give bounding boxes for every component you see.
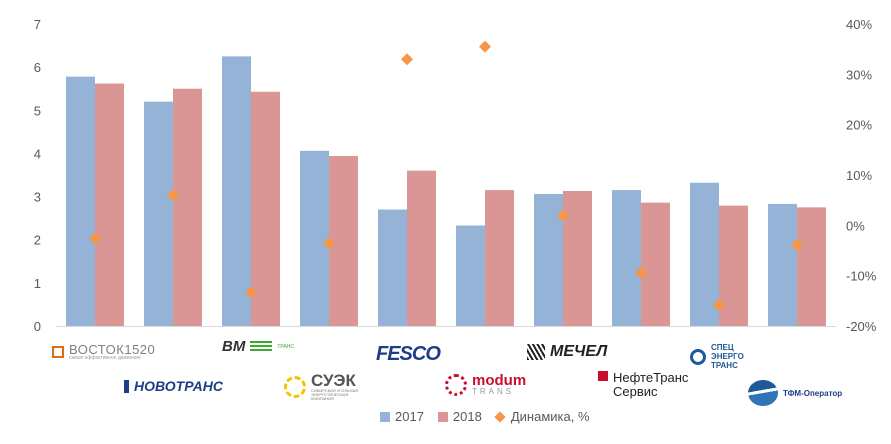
left-axis-tick-label: 7 [34,17,41,32]
legend-label-2017: 2017 [395,409,424,424]
bar-2018 [485,190,514,326]
legend-label-2018: 2018 [452,409,482,424]
logo-modum-trans: modum TRANS [445,373,526,396]
vostok-mark-icon [52,346,64,358]
modum-wheel-icon [445,373,467,396]
neftetransservis-mark-icon [598,371,608,381]
bar-2018 [95,83,124,326]
dynamics-point [557,209,569,222]
logo-mechel: МЕЧЕЛ [527,343,607,361]
right-axis-tick-label: 20% [846,118,872,133]
specenergotrans-mark-icon [690,348,706,365]
dynamics-point [323,236,335,249]
mechel-logo-text: МЕЧЕЛ [550,343,608,360]
bar-2017 [456,225,485,326]
bar-2018 [563,190,592,326]
specenergotrans-logo-text: СПЕЦ ЭНЕРГО ТРАНС [711,343,744,370]
left-axis-tick-label: 0 [34,319,41,334]
suek-logo-subtitle: СИБИРСКАЯ УГОЛЬНАЯ ЭНЕРГЕТИЧЕСКАЯ КОМПАН… [311,388,359,401]
dynamics-point [479,40,491,53]
vm-logo-subtitle: ТРАНС [277,343,294,350]
logo-neftetransservis: НефтеТранс Сервис [598,371,688,398]
suek-logo-text: СУЭК [311,371,356,390]
mechel-mark-icon [527,344,545,360]
bar-2017 [300,150,329,326]
vm-logo-text: ВМ [222,338,246,355]
tfm-logo-text: ТФМ-Оператор [783,388,843,398]
modum-logo-text: modum [472,372,527,389]
left-axis-tick-label: 4 [34,146,41,161]
fesco-logo-text: FESCO [376,343,441,365]
bar-2018 [251,91,280,326]
bar-2017 [378,209,407,326]
bar-2017 [222,56,251,326]
dynamics-point [791,238,803,251]
left-axis-tick-label: 2 [34,233,41,248]
neftetransservis-logo-line2: Сервис [613,383,658,399]
vostok-logo-subtitle: самое эффективное движение [69,355,141,361]
right-axis-tick-label: -10% [846,269,877,284]
logo-novotrans: НОВОТРАНС [124,378,223,394]
suek-gear-icon [284,375,306,398]
vostok-logo-text: ВОСТОК1520 [69,342,156,357]
bar-2017 [144,101,173,327]
novotrans-mark-icon [124,379,129,393]
logo-specenergotrans: СПЕЦ ЭНЕРГО ТРАНС [690,343,744,370]
legend-swatch-2017 [380,411,390,422]
logo-vostok1520: ВОСТОК1520 самое эффективное движение [52,343,155,361]
dynamics-point [401,53,413,66]
logo-tfm-operator: ТФМ-Оператор [748,380,842,406]
left-axis-tick-label: 6 [34,60,41,75]
dynamics-point [89,232,101,245]
legend-item-dynamics: Динамика, % [494,409,590,424]
legend-item-2017: 2017 [380,409,424,424]
right-axis-tick-label: 10% [846,168,872,183]
bar-2018 [719,205,748,326]
logo-fesco: FESCO [376,343,441,366]
right-axis-tick-label: -20% [846,319,877,334]
right-axis-tick-label: 0% [846,218,865,233]
bar-2018 [173,88,202,326]
right-axis-tick-label: 30% [846,67,872,82]
right-axis-tick-label: 40% [846,17,872,32]
left-axis-tick-label: 3 [34,190,41,205]
modum-logo-subtitle: TRANS [472,387,515,396]
dynamics-point [167,189,179,202]
bar-2018 [641,202,670,326]
neftetransservis-logo-line1: НефтеТранс [613,370,689,385]
tfm-globe-icon [748,380,778,406]
logo-suek: СУЭК СИБИРСКАЯ УГОЛЬНАЯ ЭНЕРГЕТИЧЕСКАЯ К… [284,372,371,401]
vm-stripes-icon [250,340,273,353]
bar-2017 [66,76,95,327]
bar-2017 [768,203,797,326]
bar-2017 [612,190,641,326]
legend-label-dynamics: Динамика, % [510,409,590,424]
left-axis-tick-label: 5 [34,103,41,118]
legend-item-2018: 2018 [437,409,482,424]
bar-2018 [329,156,358,326]
dynamics-point [245,286,257,299]
bar-2018 [797,207,826,326]
left-axis-tick-label: 1 [34,276,41,291]
legend-swatch-2018 [437,411,448,422]
legend-diamond-icon [494,410,506,423]
dynamics-point [713,298,725,311]
bar-2017 [690,182,719,326]
chart-legend: 2017 2018 Динамика, % [380,409,590,424]
dynamics-point [635,266,647,279]
logo-vm-trans: ВМ ТРАНС [222,338,294,355]
novotrans-logo-text: НОВОТРАНС [134,378,223,394]
bar-2018 [407,170,436,326]
